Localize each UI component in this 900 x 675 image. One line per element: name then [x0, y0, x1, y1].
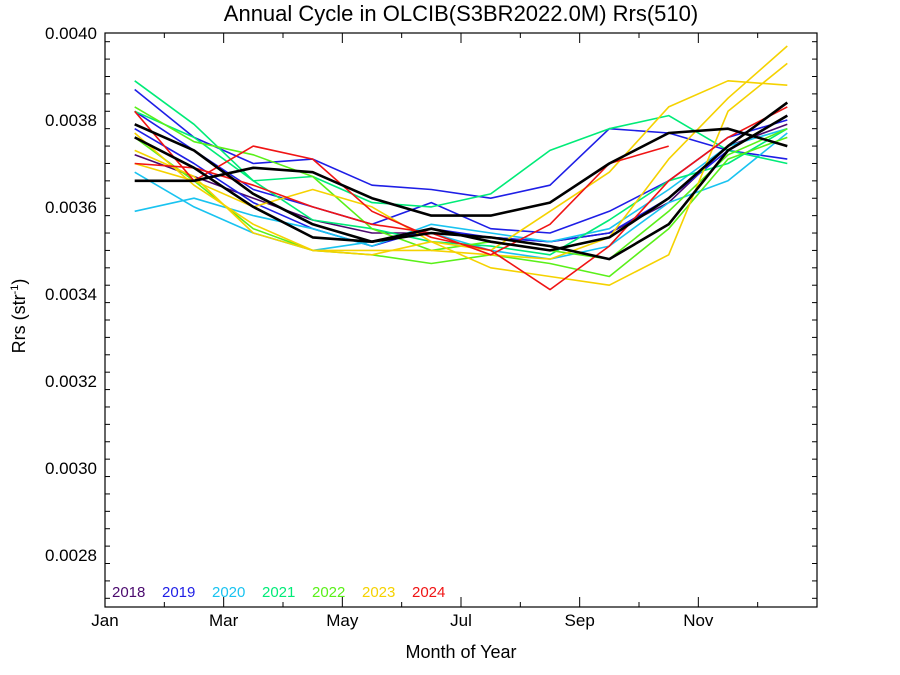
series-line — [134, 136, 788, 278]
x-tick-label: May — [326, 611, 359, 630]
x-tick-label: Jul — [450, 611, 472, 630]
y-axis-label-main: Rrs (str — [9, 294, 29, 353]
series-line — [134, 88, 788, 199]
legend-item: 2024 — [412, 584, 445, 601]
series-line — [134, 80, 788, 256]
y-tick-label: 0.0028 — [45, 546, 97, 565]
x-tick-label: Nov — [683, 611, 714, 630]
series-line — [134, 145, 669, 256]
series-line — [134, 132, 788, 260]
legend-item: 2019 — [162, 584, 195, 601]
ticks-layer: Jan Mar May Jul Sep Nov 0.0028 0.0030 0.0032 0.00… — [45, 24, 818, 630]
y-axis-label-text: Rrs (str-1) — [9, 279, 29, 354]
legend: 2018 2019 2020 2021 2022 2023 2024 — [112, 584, 445, 601]
y-axis-label-close: ) — [9, 279, 29, 285]
legend-item: 2021 — [262, 584, 295, 601]
mean-layer — [134, 101, 789, 261]
y-axis-label-exponent: -1 — [9, 285, 21, 295]
y-tick-label: 0.0036 — [45, 198, 97, 217]
series-line — [134, 45, 788, 260]
series-line — [134, 62, 788, 287]
x-tick-label: Jan — [91, 611, 118, 630]
legend-item: 2023 — [362, 584, 395, 601]
chart-title: Annual Cycle in OLCIB(S3BR2022.0M) Rrs(5… — [224, 1, 698, 26]
series-line — [134, 80, 788, 208]
x-tick-label: Sep — [565, 611, 595, 630]
mean-line — [134, 127, 788, 217]
legend-item: 2022 — [312, 584, 345, 601]
series-layer — [134, 45, 788, 291]
x-axis-label: Month of Year — [405, 642, 516, 662]
x-tick-label: Mar — [209, 611, 239, 630]
y-tick-label: 0.0034 — [45, 285, 97, 304]
mean-line — [134, 114, 788, 261]
y-tick-label: 0.0030 — [45, 459, 97, 478]
series-line — [134, 127, 788, 247]
y-axis-label: Rrs (str-1) — [9, 279, 29, 354]
y-tick-label: 0.0038 — [45, 111, 97, 130]
legend-item: 2020 — [212, 584, 245, 601]
y-tick-label: 0.0032 — [45, 372, 97, 391]
y-tick-label: 0.0040 — [45, 24, 97, 43]
legend-item: 2018 — [112, 584, 145, 601]
plot-frame — [104, 32, 818, 608]
